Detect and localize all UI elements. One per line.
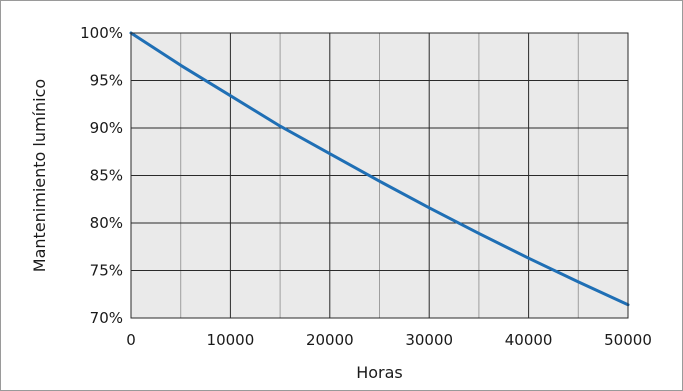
x-tick-label: 50000 (604, 331, 652, 349)
y-tick-label: 85% (90, 167, 123, 185)
y-tick-label: 95% (90, 72, 123, 90)
x-axis-ticks: 0 10000 20000 30000 40000 50000 (126, 331, 652, 349)
x-tick-label: 30000 (405, 331, 453, 349)
y-axis-title: Mantenimiento lumínico (30, 79, 49, 272)
x-axis-title: Horas (356, 363, 403, 382)
y-tick-label: 100% (80, 24, 123, 42)
y-tick-label: 90% (90, 119, 123, 137)
series-layer (129, 31, 630, 307)
x-tick-label: 40000 (505, 331, 553, 349)
series-line (129, 31, 630, 307)
x-tick-label: 10000 (207, 331, 255, 349)
y-tick-label: 75% (90, 262, 123, 280)
y-tick-label: 80% (90, 214, 123, 232)
y-tick-label: 70% (90, 309, 123, 327)
x-tick-label: 0 (126, 331, 136, 349)
x-tick-label: 20000 (306, 331, 354, 349)
plot-border (130, 32, 629, 319)
y-axis-ticks: 100% 95% 90% 85% 80% 75% 70% (80, 24, 123, 327)
